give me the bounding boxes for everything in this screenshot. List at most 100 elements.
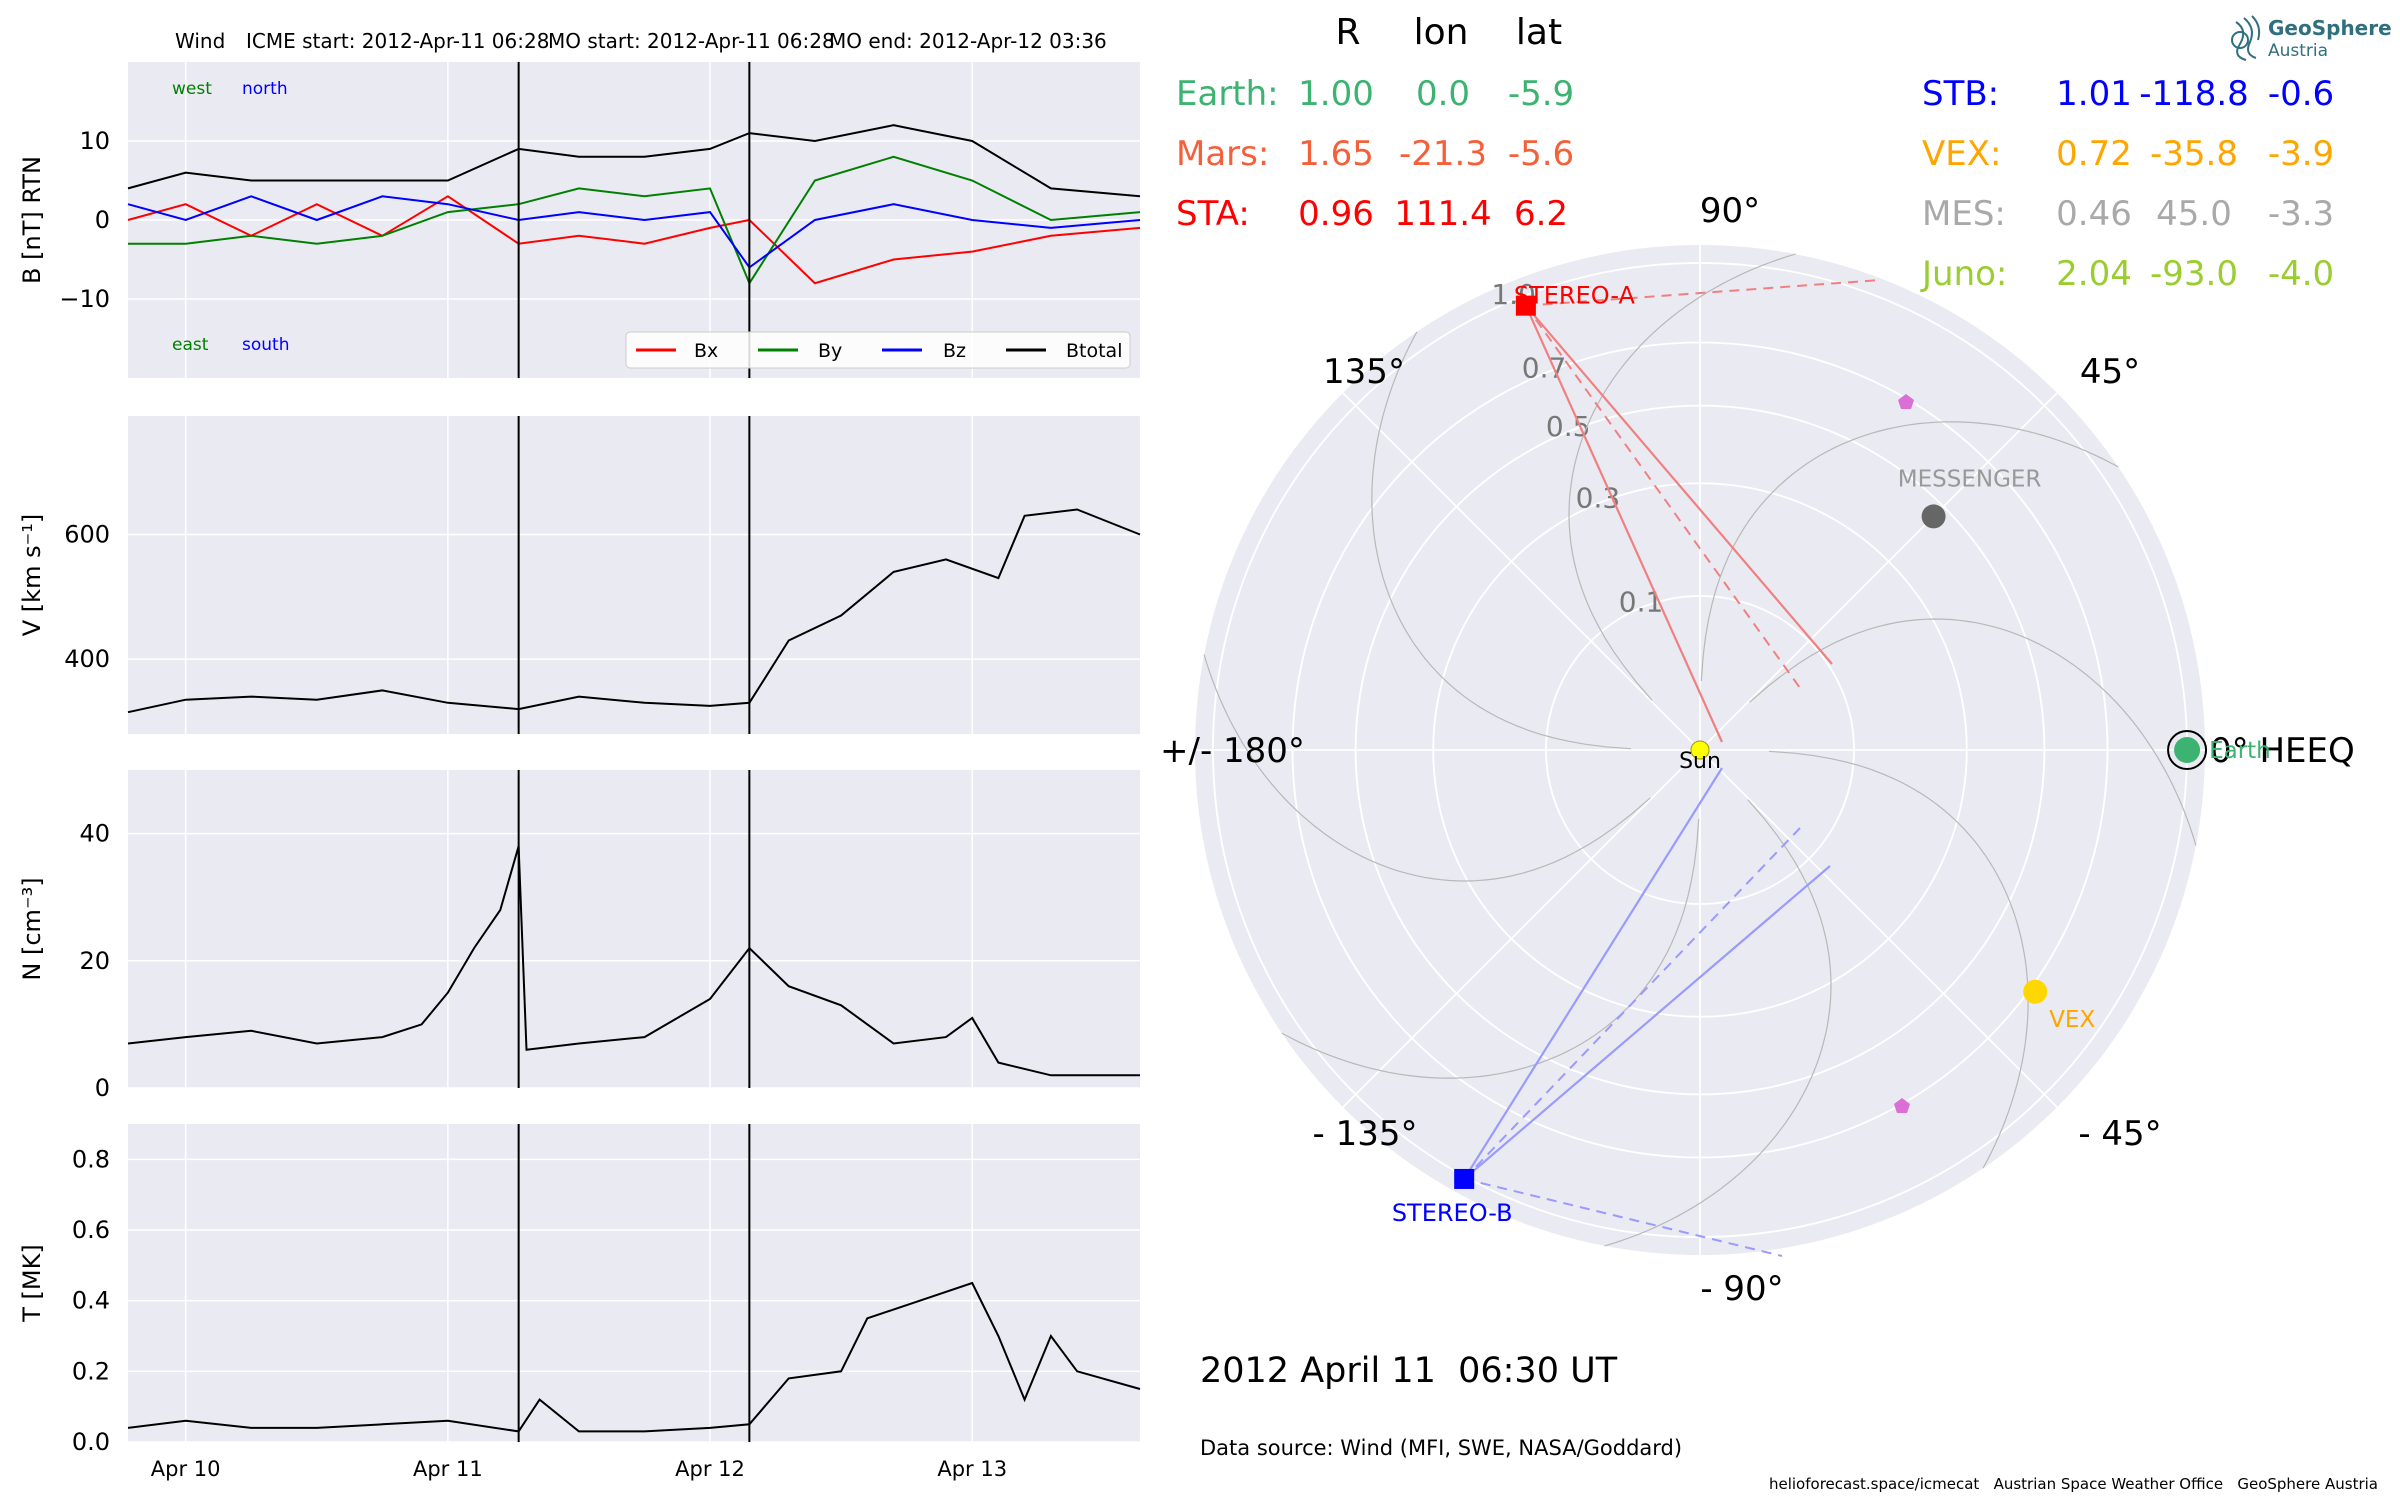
parker-spiral-line — [1604, 799, 1832, 1247]
north-annotation: north — [242, 79, 288, 99]
stb-field-line — [1463, 767, 1723, 1180]
x-tick-label: Apr 12 — [675, 1457, 745, 1481]
table-header-lat: lat — [1516, 12, 1562, 53]
table-header-r: R — [1335, 12, 1360, 53]
y-tick-label: 0.0 — [72, 1428, 110, 1456]
south-annotation: south — [242, 335, 289, 355]
table-row-name: Juno: — [1920, 254, 2007, 294]
y-tick-label: 0 — [95, 206, 110, 234]
logo-text-line1: GeoSphere — [2268, 16, 2392, 40]
y-tick-label: 0 — [95, 1074, 110, 1102]
angle-gridline — [1699, 392, 2058, 751]
radial-tick-label: 0.1 — [1619, 586, 1664, 619]
y-tick-label: 40 — [79, 820, 110, 848]
stereo-b-marker — [1454, 1168, 1475, 1189]
parker-spiral-line — [1281, 818, 1700, 1079]
table-row-lon: -118.8 — [2139, 74, 2249, 114]
parker-spiral-line — [1700, 421, 2119, 682]
juno-mars-marker — [1898, 394, 1914, 409]
table-row-lon: 111.4 — [1394, 194, 1491, 234]
angle-tick-label: - 90° — [1700, 1269, 1783, 1309]
sun-marker — [1690, 740, 1710, 760]
juno-mars-marker — [1894, 1098, 1910, 1113]
angle-tick-label: - 135° — [1313, 1114, 1418, 1154]
series-line-bx — [127, 195, 1141, 285]
angle-gridline — [1342, 749, 1701, 1108]
y-tick-label: 0.4 — [72, 1287, 110, 1315]
stereo-a-marker — [1515, 295, 1536, 316]
angle-tick-label: - 45° — [2078, 1114, 2161, 1154]
table-row-lat: -0.6 — [2268, 74, 2334, 114]
sun-label: Sun — [1679, 749, 1721, 774]
parker-spiral-line — [1371, 331, 1632, 750]
y-axis-label: B [nT] RTN — [18, 156, 46, 284]
legend-btotal-label: Btotal — [1066, 340, 1122, 362]
table-row-lat: -5.9 — [1508, 74, 1574, 114]
panel-background — [128, 416, 1140, 734]
y-tick-label: −10 — [59, 285, 110, 313]
panel-background — [128, 770, 1140, 1088]
table-row-name: STB: — [1922, 74, 1999, 114]
y-axis-label: N [cm⁻³] — [18, 877, 46, 980]
x-tick-label: Apr 13 — [937, 1457, 1007, 1481]
legend-bz-label: Bz — [943, 340, 966, 362]
stereo-a-label: STEREO-A — [1514, 282, 1636, 310]
series-line-by — [128, 155, 1141, 286]
angle-tick-label: 90° — [1700, 191, 1760, 231]
radial-tick-label: 0.5 — [1546, 410, 1591, 443]
angle-tick-label: 0° HEEQ — [2210, 731, 2355, 771]
mo-end-label: MO end: 2012-Apr-12 03:36 — [829, 29, 1107, 53]
table-rows-left: Earth: 1.00 0.0 -5.9 Mars: 1.65 -21.3 -5.6 STA: 0… — [1176, 74, 1574, 234]
credits-label: helioforecast.space/icmecat Austrian Spa… — [1769, 1475, 2378, 1493]
geosphere-logo: GeoSphere Austria — [2231, 15, 2392, 61]
table-row-r: 0.96 — [1298, 194, 1374, 234]
icme-start-label: ICME start: 2012-Apr-11 06:28 — [246, 29, 549, 53]
series-line-t — [127, 1281, 1141, 1433]
datetime-label: 2012 April 11 06:30 UT — [1200, 1351, 1618, 1391]
vex-label: VEX — [2049, 1007, 2095, 1033]
table-row-r: 1.65 — [1298, 134, 1374, 174]
angle-tick-label: 45° — [2080, 352, 2140, 392]
table-row-lat: -3.9 — [2268, 134, 2334, 174]
table-rows-right: STB: 1.01 -118.8 -0.6 VEX: 0.72 -35.8 -3.9 MES: 0… — [1920, 74, 2334, 294]
y-tick-label: 400 — [64, 645, 110, 673]
data-source-label: Data source: Wind (MFI, SWE, NASA/Goddar… — [1200, 1436, 1682, 1460]
y-axis-label: V [km s⁻¹] — [18, 514, 46, 636]
table-row-name: VEX: — [1922, 134, 2002, 174]
y-tick-label: 10 — [79, 127, 110, 155]
table-row-name: STA: — [1176, 194, 1250, 234]
x-tick-label: Apr 11 — [413, 1457, 483, 1481]
west-annotation: west — [172, 79, 212, 99]
panel-temperature: Apr 10 Apr 11 Apr 12 Apr 13 0.0 0.2 0.4 0.6 0.8 T… — [18, 1124, 1141, 1481]
table-row-lat: -3.3 — [2268, 194, 2334, 234]
y-tick-label: 600 — [64, 520, 110, 548]
legend-bx-label: Bx — [694, 340, 718, 362]
table-row-name: Mars: — [1176, 134, 1269, 174]
table-row-lat: -5.6 — [1508, 134, 1574, 174]
y-tick-label: 0.8 — [72, 1145, 110, 1173]
series-line-bz — [127, 195, 1141, 269]
logo-swirl-icon — [2231, 15, 2261, 61]
earth-marker — [2174, 737, 2201, 763]
messenger-label: MESSENGER — [1898, 466, 2042, 492]
table-row-name: MES: — [1922, 194, 2006, 234]
table-row-lon: 0.0 — [1416, 74, 1470, 114]
table-row-r: 2.04 — [2056, 254, 2132, 294]
table-row-name: Earth: — [1176, 74, 1279, 114]
parker-spiral-line — [1203, 654, 1651, 882]
legend: Bx By Bz Btotal — [625, 331, 1131, 369]
angle-tick-label: +/- 180° — [1160, 731, 1305, 771]
panel-magnetic-field: −10 0 10 B [nT] RTN — [18, 62, 1141, 378]
spacecraft-title: Wind — [175, 29, 225, 53]
panel-density: 0 20 40 N [cm⁻³] — [18, 770, 1140, 1102]
stb-dashed-line — [1463, 1177, 1783, 1257]
vex-marker — [2023, 979, 2048, 1004]
stb-field-line — [1463, 865, 1831, 1180]
series-line-btotal — [127, 124, 1141, 198]
table-row-lon: -93.0 — [2150, 254, 2238, 294]
earth-label: Earth — [2209, 738, 2271, 764]
logo-text-line2: Austria — [2268, 41, 2328, 61]
series-line-v — [127, 508, 1141, 714]
